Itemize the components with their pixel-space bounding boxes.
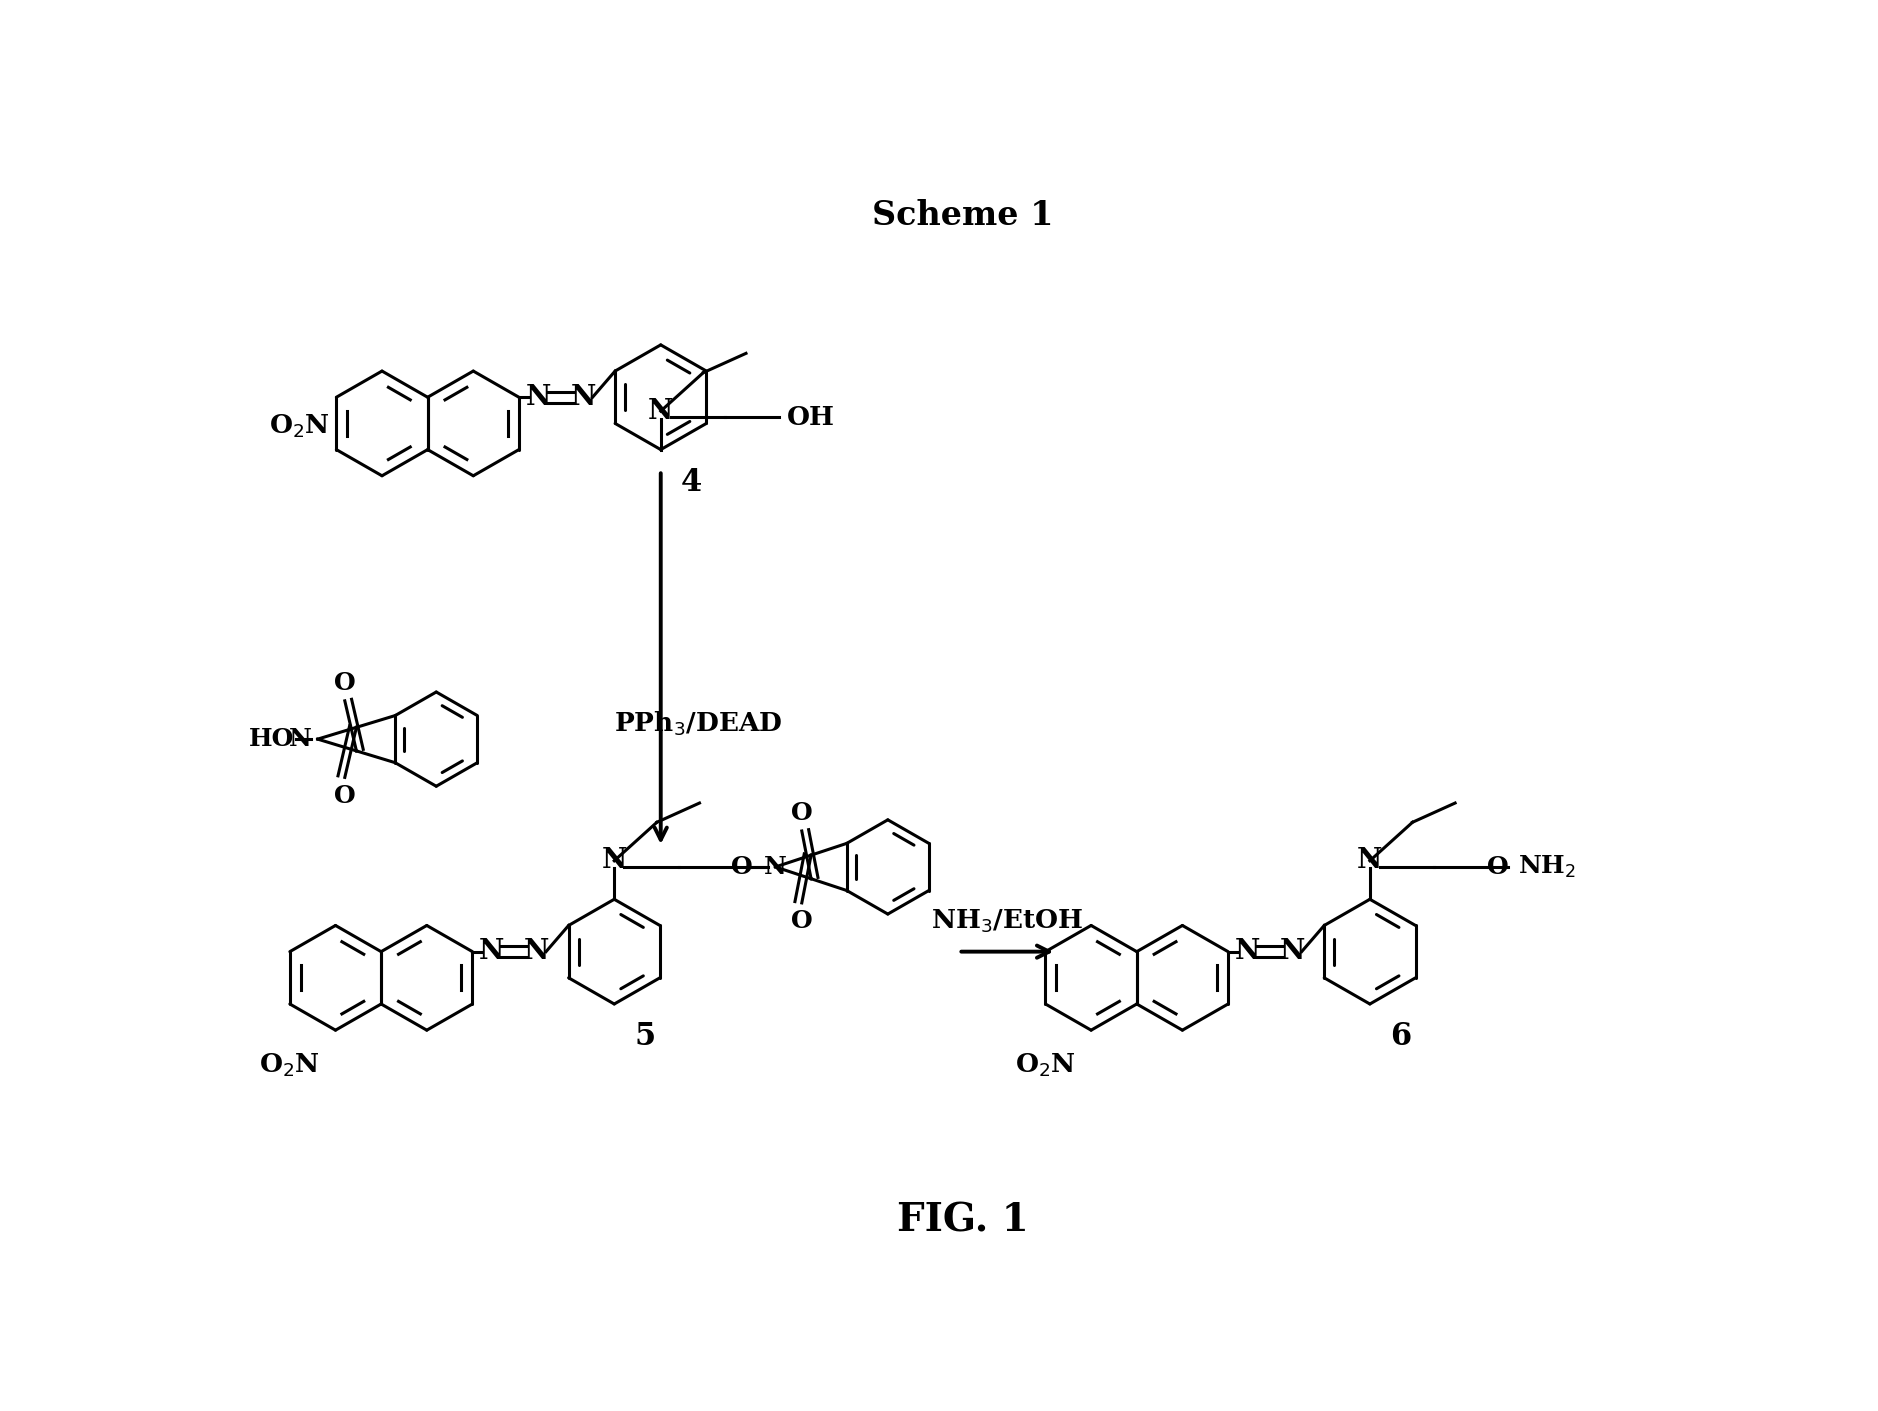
- Text: OH: OH: [787, 405, 836, 430]
- Text: O: O: [1487, 855, 1508, 879]
- Text: 5: 5: [635, 1022, 655, 1053]
- Text: O: O: [731, 855, 753, 879]
- Text: O$_2$N: O$_2$N: [259, 1051, 319, 1079]
- Text: N: N: [1234, 938, 1260, 965]
- Text: O: O: [334, 670, 355, 694]
- Text: NH$_3$/EtOH: NH$_3$/EtOH: [931, 907, 1084, 934]
- Text: N: N: [571, 384, 595, 411]
- Text: O: O: [334, 783, 355, 807]
- Text: PPh$_3$/DEAD: PPh$_3$/DEAD: [614, 710, 783, 738]
- Text: O: O: [791, 801, 813, 825]
- Text: Scheme 1: Scheme 1: [871, 199, 1054, 231]
- Text: 4: 4: [682, 467, 702, 498]
- Text: N: N: [1279, 938, 1305, 965]
- Text: N: N: [526, 384, 550, 411]
- Text: O: O: [791, 909, 813, 933]
- Text: 6: 6: [1390, 1022, 1412, 1053]
- Text: NH$_2$: NH$_2$: [1517, 854, 1576, 880]
- Text: N: N: [479, 938, 505, 965]
- Text: O$_2$N: O$_2$N: [269, 413, 331, 440]
- Text: O$_2$N: O$_2$N: [1014, 1051, 1076, 1079]
- Text: N: N: [524, 938, 550, 965]
- Text: HO: HO: [250, 727, 295, 751]
- Text: N: N: [1358, 847, 1382, 875]
- Text: N: N: [764, 855, 787, 879]
- Text: FIG. 1: FIG. 1: [896, 1202, 1029, 1240]
- Text: N: N: [289, 727, 312, 751]
- Text: N: N: [601, 847, 627, 875]
- Text: N: N: [648, 398, 674, 425]
